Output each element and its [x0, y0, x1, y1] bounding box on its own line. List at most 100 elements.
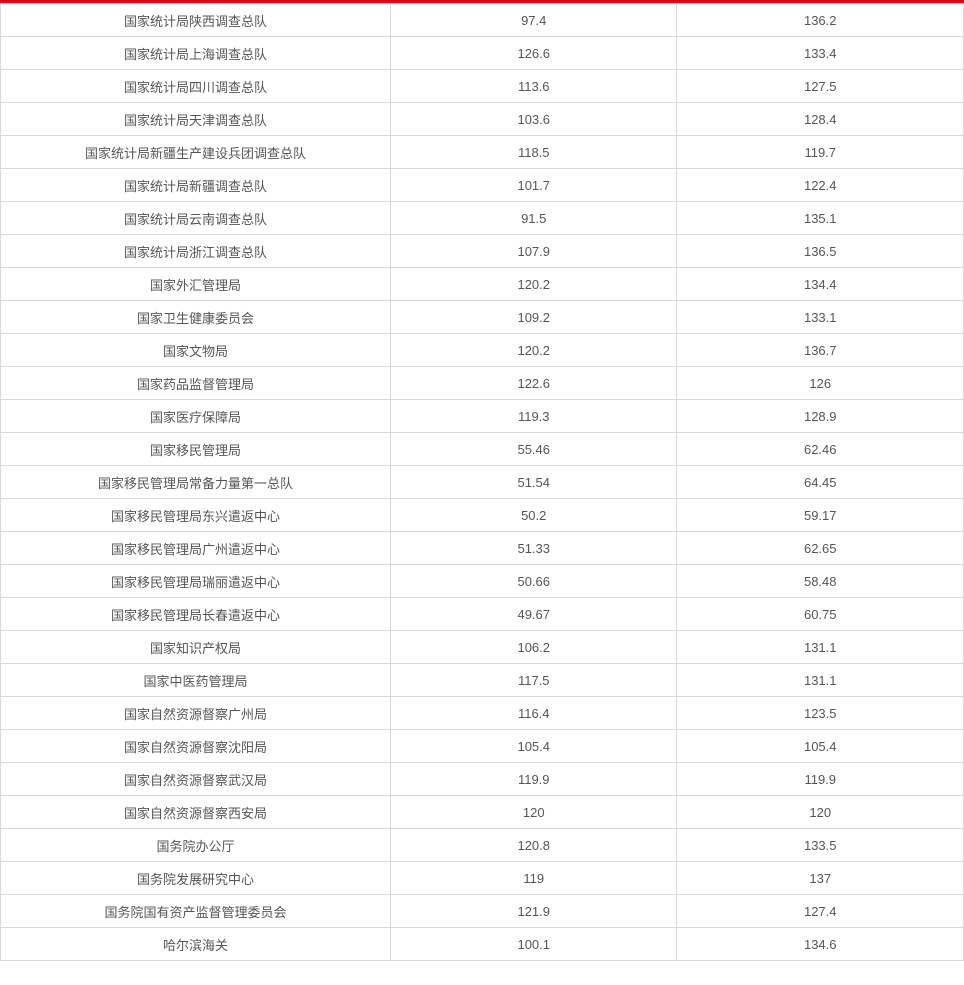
value1-cell: 97.4 [391, 4, 677, 37]
value2-cell: 128.4 [677, 103, 964, 136]
table-row: 国家医疗保障局119.3128.9 [1, 400, 964, 433]
table-row: 国家统计局四川调查总队113.6127.5 [1, 70, 964, 103]
value1-cell: 51.54 [391, 466, 677, 499]
org-name-cell: 国家移民管理局瑞丽遣返中心 [1, 565, 391, 598]
value2-cell: 119.7 [677, 136, 964, 169]
value2-cell: 120 [677, 796, 964, 829]
score-table-body: 国家统计局陕西调查总队97.4136.2国家统计局上海调查总队126.6133.… [1, 4, 964, 961]
table-row: 国家移民管理局常备力量第一总队51.5464.45 [1, 466, 964, 499]
table-row: 国家统计局新疆调查总队101.7122.4 [1, 169, 964, 202]
org-name-cell: 国务院国有资产监督管理委员会 [1, 895, 391, 928]
value1-cell: 109.2 [391, 301, 677, 334]
value1-cell: 117.5 [391, 664, 677, 697]
org-name-cell: 国家自然资源督察广州局 [1, 697, 391, 730]
table-row: 国家自然资源督察广州局116.4123.5 [1, 697, 964, 730]
table-row: 国家自然资源督察沈阳局105.4105.4 [1, 730, 964, 763]
value2-cell: 133.1 [677, 301, 964, 334]
value2-cell: 136.2 [677, 4, 964, 37]
value1-cell: 118.5 [391, 136, 677, 169]
org-name-cell: 国家外汇管理局 [1, 268, 391, 301]
org-name-cell: 国家移民管理局广州遣返中心 [1, 532, 391, 565]
table-row: 国家统计局天津调查总队103.6128.4 [1, 103, 964, 136]
table-row: 国务院国有资产监督管理委员会121.9127.4 [1, 895, 964, 928]
value1-cell: 91.5 [391, 202, 677, 235]
table-row: 国家统计局新疆生产建设兵团调查总队118.5119.7 [1, 136, 964, 169]
value2-cell: 127.4 [677, 895, 964, 928]
value1-cell: 119 [391, 862, 677, 895]
value1-cell: 119.9 [391, 763, 677, 796]
org-name-cell: 国家药品监督管理局 [1, 367, 391, 400]
table-row: 国家知识产权局106.2131.1 [1, 631, 964, 664]
value1-cell: 126.6 [391, 37, 677, 70]
value1-cell: 49.67 [391, 598, 677, 631]
value2-cell: 134.6 [677, 928, 964, 961]
org-name-cell: 国家统计局陕西调查总队 [1, 4, 391, 37]
value2-cell: 60.75 [677, 598, 964, 631]
value1-cell: 107.9 [391, 235, 677, 268]
org-name-cell: 国家统计局天津调查总队 [1, 103, 391, 136]
table-row: 国家统计局云南调查总队91.5135.1 [1, 202, 964, 235]
value2-cell: 128.9 [677, 400, 964, 433]
value2-cell: 131.1 [677, 664, 964, 697]
table-row: 国家卫生健康委员会109.2133.1 [1, 301, 964, 334]
value2-cell: 105.4 [677, 730, 964, 763]
org-name-cell: 国家自然资源督察武汉局 [1, 763, 391, 796]
table-row: 国家移民管理局东兴遣返中心50.259.17 [1, 499, 964, 532]
table-row: 国家移民管理局广州遣返中心51.3362.65 [1, 532, 964, 565]
org-name-cell: 国家医疗保障局 [1, 400, 391, 433]
value1-cell: 122.6 [391, 367, 677, 400]
org-name-cell: 国务院办公厅 [1, 829, 391, 862]
value1-cell: 101.7 [391, 169, 677, 202]
value2-cell: 64.45 [677, 466, 964, 499]
table-row: 国家移民管理局长春遣返中心49.6760.75 [1, 598, 964, 631]
value1-cell: 120.8 [391, 829, 677, 862]
org-name-cell: 国家卫生健康委员会 [1, 301, 391, 334]
table-row: 国家统计局上海调查总队126.6133.4 [1, 37, 964, 70]
table-row: 国家移民管理局55.4662.46 [1, 433, 964, 466]
org-name-cell: 国家统计局云南调查总队 [1, 202, 391, 235]
value1-cell: 51.33 [391, 532, 677, 565]
value1-cell: 120.2 [391, 268, 677, 301]
org-name-cell: 国家统计局新疆生产建设兵团调查总队 [1, 136, 391, 169]
value1-cell: 103.6 [391, 103, 677, 136]
org-name-cell: 国家统计局浙江调查总队 [1, 235, 391, 268]
value2-cell: 131.1 [677, 631, 964, 664]
table-row: 国家统计局浙江调查总队107.9136.5 [1, 235, 964, 268]
value2-cell: 136.7 [677, 334, 964, 367]
value2-cell: 58.48 [677, 565, 964, 598]
value2-cell: 62.46 [677, 433, 964, 466]
value2-cell: 122.4 [677, 169, 964, 202]
value2-cell: 133.5 [677, 829, 964, 862]
table-row: 国家文物局120.2136.7 [1, 334, 964, 367]
table-row: 国家自然资源督察西安局120120 [1, 796, 964, 829]
org-name-cell: 国家统计局四川调查总队 [1, 70, 391, 103]
table-row: 国务院办公厅120.8133.5 [1, 829, 964, 862]
org-name-cell: 哈尔滨海关 [1, 928, 391, 961]
org-name-cell: 国家移民管理局东兴遣返中心 [1, 499, 391, 532]
value2-cell: 119.9 [677, 763, 964, 796]
value2-cell: 137 [677, 862, 964, 895]
score-table: 国家统计局陕西调查总队97.4136.2国家统计局上海调查总队126.6133.… [0, 3, 964, 961]
org-name-cell: 国家中医药管理局 [1, 664, 391, 697]
value2-cell: 123.5 [677, 697, 964, 730]
value2-cell: 135.1 [677, 202, 964, 235]
value2-cell: 62.65 [677, 532, 964, 565]
table-row: 国家药品监督管理局122.6126 [1, 367, 964, 400]
value2-cell: 136.5 [677, 235, 964, 268]
value1-cell: 119.3 [391, 400, 677, 433]
table-row: 国家中医药管理局117.5131.1 [1, 664, 964, 697]
value2-cell: 133.4 [677, 37, 964, 70]
value2-cell: 127.5 [677, 70, 964, 103]
org-name-cell: 国家移民管理局 [1, 433, 391, 466]
org-name-cell: 国家移民管理局常备力量第一总队 [1, 466, 391, 499]
table-row: 国家移民管理局瑞丽遣返中心50.6658.48 [1, 565, 964, 598]
value1-cell: 120 [391, 796, 677, 829]
value1-cell: 121.9 [391, 895, 677, 928]
org-name-cell: 国家统计局新疆调查总队 [1, 169, 391, 202]
org-name-cell: 国家自然资源督察西安局 [1, 796, 391, 829]
value1-cell: 113.6 [391, 70, 677, 103]
value1-cell: 50.2 [391, 499, 677, 532]
org-name-cell: 国家统计局上海调查总队 [1, 37, 391, 70]
table-row: 国务院发展研究中心119137 [1, 862, 964, 895]
table-row: 国家自然资源督察武汉局119.9119.9 [1, 763, 964, 796]
